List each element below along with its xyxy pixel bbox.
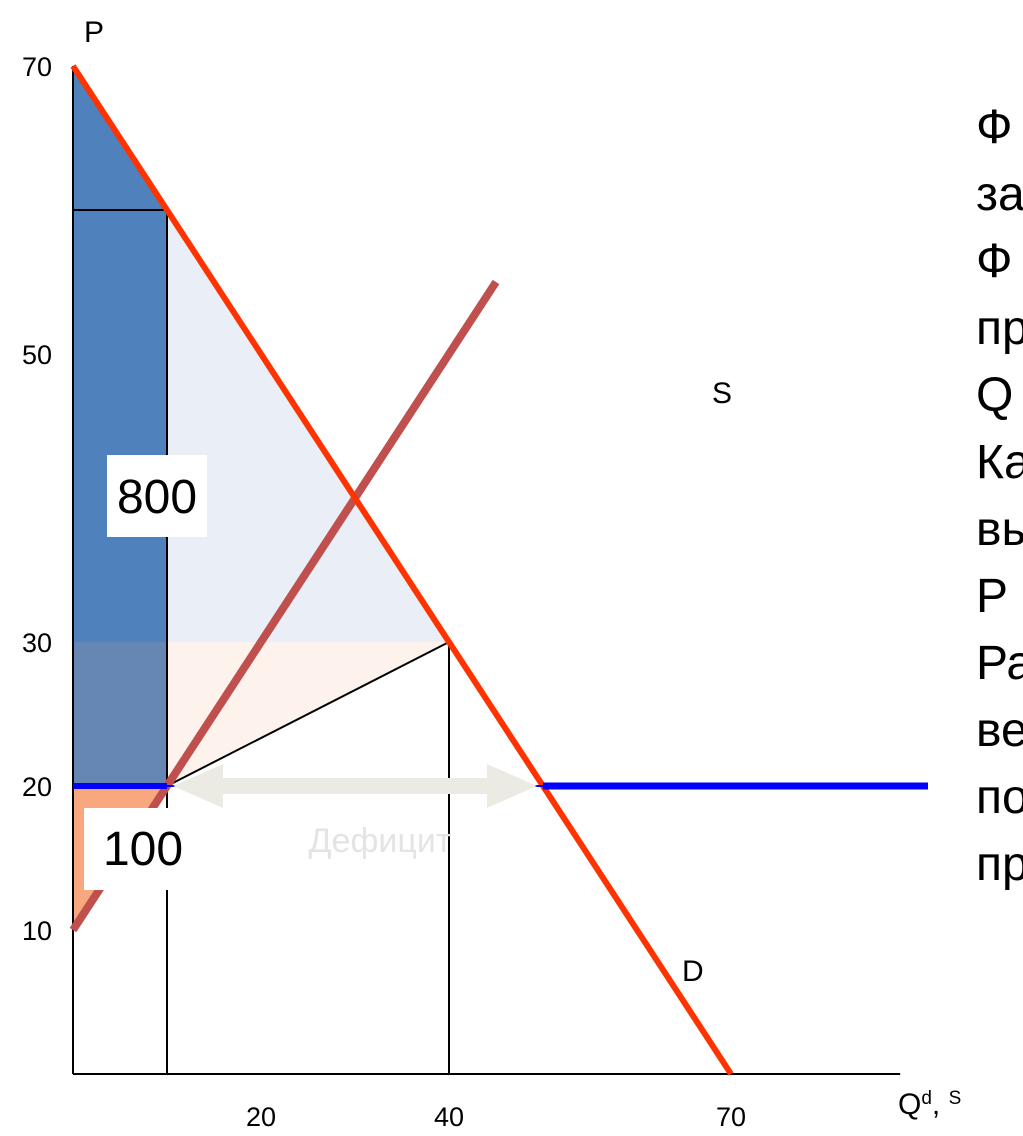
y-tick-label-70: 70 <box>22 52 52 82</box>
side-text-line: пр <box>976 302 1023 355</box>
deficit-label: Дефицит <box>309 822 452 860</box>
deficit-arrow-shaft <box>213 778 497 794</box>
x-axis-title-s: S <box>949 1088 962 1109</box>
area-label-800: 800 <box>117 471 197 524</box>
side-text-line: Ф <box>976 101 1013 154</box>
side-text-line: Ра <box>976 637 1023 690</box>
x-tick-label-70: 70 <box>716 1102 746 1132</box>
side-text-line: ве <box>976 704 1023 757</box>
supply-curve-label: S <box>712 377 732 410</box>
triangle-edge-lower <box>166 641 450 787</box>
consumer-surplus-area <box>73 66 167 786</box>
y-tick-label-30: 30 <box>22 628 52 658</box>
side-text-line: за <box>976 168 1023 221</box>
labels-layer: 10 20 30 50 70 20 40 70 S D 800 100 Дефицит <box>22 52 746 1132</box>
side-text-line: Q <box>976 369 1014 422</box>
deficit-arrow-right-head <box>487 764 537 808</box>
x-axis-title-sep: , <box>932 1088 949 1121</box>
x-tick-label-20: 20 <box>246 1102 276 1132</box>
curves-layer <box>69 64 928 1076</box>
x-axis-title: Qd, S <box>898 1088 961 1122</box>
side-text-line: пр <box>976 838 1023 891</box>
area-label-box-100 <box>84 808 202 890</box>
x-axis-title-d: d <box>921 1088 932 1109</box>
side-text-line: вы <box>976 503 1023 556</box>
y-axis-title: P <box>84 16 104 49</box>
transfer-band-area <box>73 642 167 786</box>
y-tick-label-10: 10 <box>22 916 52 946</box>
side-text-line: Р <box>976 570 1009 623</box>
deficit-arrow-left-head <box>173 764 223 808</box>
area-label-box-800 <box>107 455 207 537</box>
y-tick-label-50: 50 <box>22 340 52 370</box>
side-text-line: Ка <box>976 436 1023 489</box>
x-tick-label-40: 40 <box>434 1102 464 1132</box>
x-axis-title-q: Q <box>898 1088 921 1121</box>
y-tick-label-20: 20 <box>22 772 52 802</box>
demand-curve <box>70 64 734 1076</box>
demand-curve-label: D <box>682 955 704 988</box>
side-text-line: по <box>976 771 1023 824</box>
area-label-100: 100 <box>103 823 183 876</box>
side-text-line: Ф <box>976 235 1013 288</box>
